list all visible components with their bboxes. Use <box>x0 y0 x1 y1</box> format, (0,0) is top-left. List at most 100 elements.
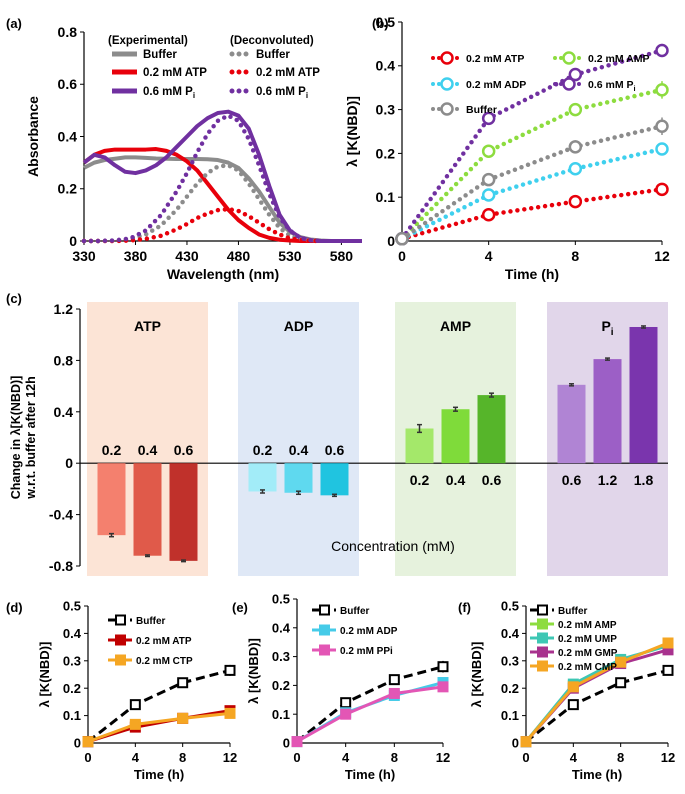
legend-marker <box>537 646 548 658</box>
series-line-0 <box>296 665 444 743</box>
legend-label: 0.2 mM ATP <box>136 636 192 647</box>
y-tick-label: 1.2 <box>54 301 74 317</box>
y-tick-label: 0.4 <box>63 626 82 641</box>
group-name: ADP <box>284 318 314 334</box>
y-tick-label: 0 <box>69 233 77 249</box>
series-line-0 <box>87 668 231 743</box>
y-tick-label: 0.5 <box>63 599 81 614</box>
data-point <box>567 681 579 693</box>
x-axis-label: Time (h) <box>505 266 559 282</box>
y-tick-label: 0.4 <box>272 620 291 635</box>
data-point <box>520 736 532 748</box>
category-label: 1.2 <box>598 472 618 488</box>
x-tick-label: 12 <box>654 248 670 264</box>
x-axis-label: Time (h) <box>572 767 622 782</box>
group-background-1 <box>238 302 359 576</box>
spectrum-experimental-2 <box>82 109 362 243</box>
y-tick-label: 0.3 <box>376 102 396 118</box>
y-axis-label: λ [K(NBD)] <box>469 642 484 708</box>
category-label: 0.4 <box>138 442 158 458</box>
data-point <box>655 43 669 58</box>
y-tick-label: 0.4 <box>501 626 520 641</box>
subscript: i <box>306 91 308 100</box>
legend-marker <box>319 624 330 636</box>
data-point <box>340 697 352 709</box>
x-tick-label: 480 <box>227 248 251 264</box>
data-point <box>568 140 583 154</box>
series-line-0 <box>525 668 669 743</box>
data-point <box>568 67 583 82</box>
panel-e: 0 0.1 0.2 0.3 0.4 0.5 0 4 8 12 Time (h) λ [K(NBD)] (… <box>232 592 450 782</box>
legend-label: Buffer <box>466 104 497 116</box>
x-axis-label: Time (h) <box>345 767 395 782</box>
y-tick-label: 0.2 <box>376 145 396 161</box>
legend-label-deconvoluted: 0.6 mM Pi <box>256 86 308 100</box>
x-tick-label: 0 <box>84 750 91 765</box>
data-point <box>655 83 669 97</box>
legend-label: Buffer <box>340 606 370 617</box>
x-tick-label: 0 <box>293 750 300 765</box>
y-tick-label: 0.5 <box>501 599 519 614</box>
legend-label: 0.2 mM PPi <box>340 646 393 657</box>
legend-label-deconvoluted: 0.2 mM ATP <box>256 67 320 79</box>
legend-label: 0.2 mM AMP <box>558 620 617 631</box>
y-tick-label: 0.1 <box>272 707 290 722</box>
y-tick-label: 0.5 <box>272 592 290 607</box>
y-axis-label-line: w.r.t. buffer after 12h <box>24 376 38 499</box>
bar <box>169 463 198 561</box>
x-axis-label: Time (h) <box>134 767 184 782</box>
x-tick-label: 4 <box>485 248 493 264</box>
bar <box>248 463 277 492</box>
x-tick-label: 4 <box>132 750 140 765</box>
y-tick-label: 0.4 <box>376 58 396 74</box>
legend-marker <box>115 654 126 666</box>
panel-label: (c) <box>6 291 22 306</box>
data-point <box>340 708 352 720</box>
legend-marker <box>537 604 548 616</box>
series-line-0 <box>399 187 665 242</box>
panel-label: (b) <box>372 16 389 31</box>
legend-label: 0.2 mM GMP <box>558 648 618 659</box>
x-tick-label: 430 <box>175 248 199 264</box>
subscript: i <box>634 84 636 93</box>
panel-label: (a) <box>6 16 22 31</box>
y-tick-label: 0 <box>65 455 73 471</box>
series-line-1 <box>399 87 665 242</box>
x-tick-label: 12 <box>661 750 675 765</box>
legend-label: 0.2 mM ADP <box>340 626 398 637</box>
data-point <box>615 677 627 689</box>
x-tick-label: 8 <box>617 750 624 765</box>
data-point <box>568 194 583 209</box>
data-point <box>662 637 674 649</box>
legend-marker <box>562 51 576 65</box>
category-label: 1.8 <box>634 472 654 488</box>
y-tick-label: 0.1 <box>376 189 396 205</box>
bar <box>441 409 470 464</box>
category-label: 0.4 <box>446 472 466 488</box>
legend-label: 0.6 mM Pi <box>588 79 636 93</box>
x-axis-label: Wavelength (nm) <box>167 266 279 282</box>
legend-marker <box>319 604 330 616</box>
data-point <box>437 661 449 673</box>
y-tick-label: 0.3 <box>63 653 81 668</box>
series-line-3 <box>399 48 665 242</box>
data-point <box>568 161 583 176</box>
legend-marker <box>537 660 548 672</box>
data-point <box>662 664 674 676</box>
legend-label: Buffer <box>136 616 166 627</box>
y-tick-label: 0.2 <box>501 681 519 696</box>
category-label: 0.4 <box>289 442 309 458</box>
panel-b: 0 0.1 0.2 0.3 0.4 0.5 0 4 8 12 Time (h) λ [K(NBD)] (… <box>344 14 670 282</box>
legend-label-deconvoluted: Buffer <box>256 49 290 61</box>
data-point <box>82 736 94 748</box>
panel-f: 0 0.1 0.2 0.3 0.4 0.5 0 4 8 12 Time (h) λ [K(NBD)] (… <box>458 599 675 782</box>
legend-header-experimental: (Experimental) <box>108 35 188 47</box>
series-line-2 <box>87 711 231 744</box>
data-point <box>655 142 669 156</box>
x-axis-label: Concentration (mM) <box>331 538 455 554</box>
x-tick-label: 12 <box>223 750 237 765</box>
legend-header-deconvoluted: (Deconvoluted) <box>230 35 314 47</box>
x-tick-label: 8 <box>179 750 186 765</box>
legend-marker <box>115 634 126 646</box>
